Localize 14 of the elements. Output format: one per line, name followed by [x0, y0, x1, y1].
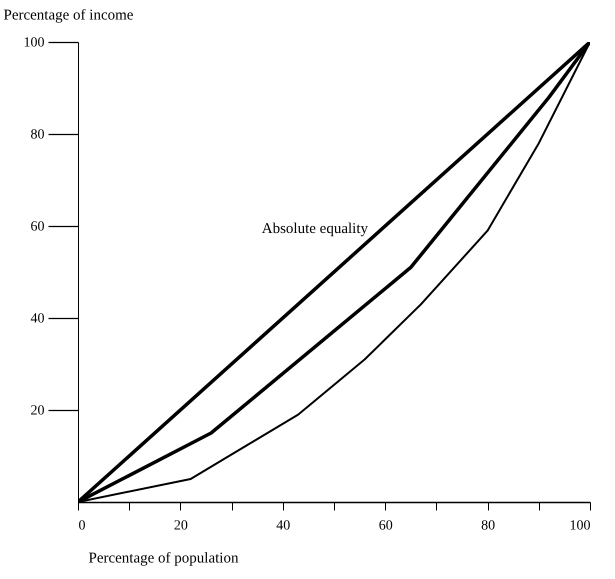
y-tick-label: 100 — [24, 36, 44, 50]
y-tick-label: 20 — [30, 404, 44, 418]
y-tick-label: 40 — [30, 312, 44, 326]
annotation: Absolute equality — [262, 221, 368, 237]
x-tick-label: 100 — [570, 518, 590, 534]
y-tick-label: 80 — [30, 128, 44, 142]
y-tick-label: 60 — [30, 220, 44, 234]
x-tick-label: 60 — [378, 518, 393, 534]
x-tick-label: 80 — [481, 518, 496, 534]
y-axis-title: Percentage of income — [4, 8, 134, 24]
x-tick-label: 0 — [78, 518, 86, 534]
x-tick-label: 20 — [174, 518, 188, 534]
x-tick-label: 40 — [276, 518, 290, 534]
x-axis-title: Percentage of population — [88, 550, 239, 566]
